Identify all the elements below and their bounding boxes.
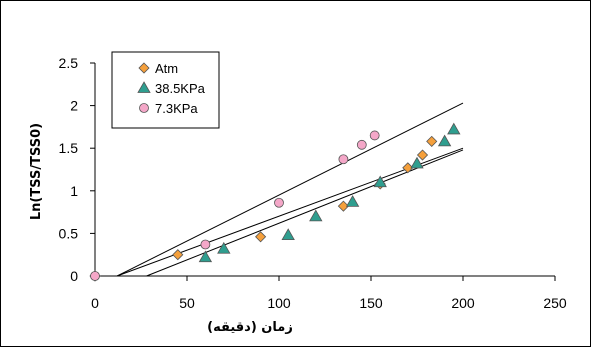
x-tick-label: 0 <box>91 295 99 311</box>
data-point-38-5kpa <box>437 134 452 147</box>
data-point-7-3kpa <box>200 239 211 250</box>
y-axis-title: Ln(TSS/TSS0) <box>29 123 44 220</box>
data-point-7-3kpa <box>369 130 380 141</box>
data-point-38-5kpa <box>410 156 424 169</box>
data-point-7-3kpa <box>274 197 284 208</box>
data-point-atm <box>172 249 184 261</box>
data-point-38-5kpa <box>345 195 360 207</box>
y-tick-label: 0 <box>70 268 78 284</box>
data-point-38-5kpa <box>309 209 323 222</box>
x-tick-label: 50 <box>179 295 195 311</box>
data-point-38-5kpa <box>281 228 295 241</box>
data-point-7-3kpa <box>338 154 349 165</box>
y-tick-label: 1 <box>70 183 78 199</box>
y-tick-label: 0.5 <box>59 225 79 241</box>
data-point-38-5kpa <box>373 175 387 188</box>
x-axis-title: زمان (دقيقه) <box>207 320 293 335</box>
legend-marker-7-3kpa <box>139 103 149 113</box>
legend-label-7-3kpa: 7.3KPa <box>155 101 198 116</box>
x-tick-label: 100 <box>267 295 291 311</box>
data-points <box>89 122 461 282</box>
axes <box>94 63 555 277</box>
legend-label-atm: Atm <box>155 61 178 76</box>
data-point-atm <box>416 149 429 161</box>
legend-box <box>111 51 220 129</box>
legend: Atm 38.5KPa 7.3KPa <box>111 51 220 129</box>
y-tick-label: 1.5 <box>59 140 79 156</box>
trendline-7-3kpa <box>116 102 464 277</box>
data-point-38-5kpa <box>447 122 461 135</box>
trendline-38-5kpa <box>146 149 464 277</box>
legend-marker-atm <box>138 62 150 74</box>
trendlines <box>116 102 464 277</box>
x-tick-label: 250 <box>543 295 567 311</box>
data-point-atm <box>426 135 438 147</box>
legend-marker-38-5kpa <box>137 81 151 93</box>
data-point-atm <box>402 162 414 174</box>
data-point-38-5kpa <box>198 250 213 263</box>
y-tick-label: 2 <box>70 98 78 114</box>
data-point-38-5kpa <box>217 241 231 254</box>
x-tick-label: 200 <box>451 295 475 311</box>
data-point-atm <box>255 231 267 243</box>
x-tick-label: 150 <box>359 295 383 311</box>
data-point-atm <box>337 200 349 212</box>
legend-label-38-5kpa: 38.5KPa <box>155 81 206 96</box>
data-point-7-3kpa <box>356 139 367 150</box>
y-tick-label: 2.5 <box>59 55 79 71</box>
ticks: 0 50 100 150 200 250 0 0.5 1 1.5 2 2.5 <box>59 55 567 311</box>
data-point-7-3kpa <box>90 271 100 281</box>
